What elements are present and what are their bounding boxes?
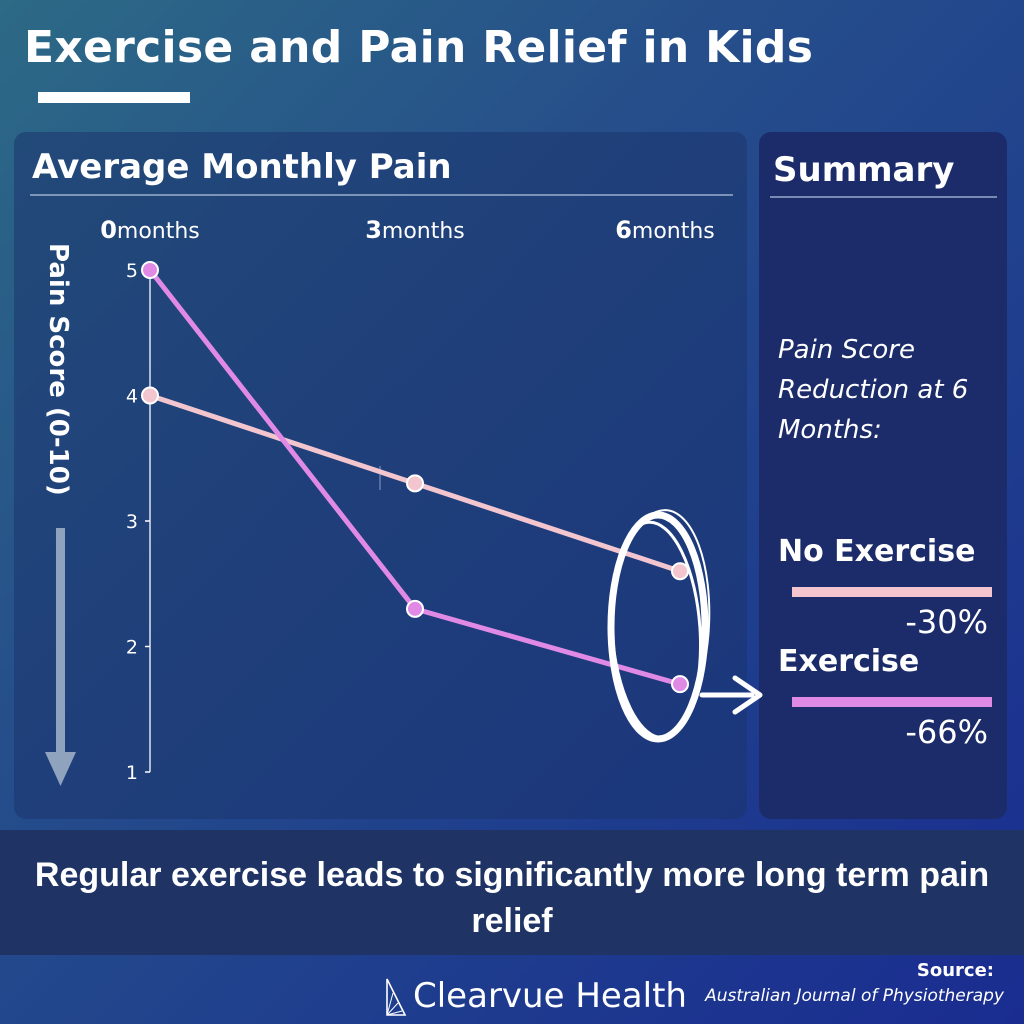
x-tick-label: 3months xyxy=(365,216,465,244)
x-tick-unit: months xyxy=(632,219,715,244)
summary-title: Summary xyxy=(773,150,955,190)
title-underline xyxy=(38,92,190,103)
summary-swatch-no-exercise xyxy=(792,587,992,597)
conclusion-text: Regular exercise leads to significantly … xyxy=(34,856,990,940)
summary-value-no-exercise: -30% xyxy=(905,603,988,641)
y-tick-label: 2 xyxy=(126,637,138,659)
y-tick-label: 3 xyxy=(126,511,138,533)
data-point-no-exercise xyxy=(141,386,159,405)
summary-label-no-exercise: No Exercise xyxy=(778,534,976,569)
summary-title-rule xyxy=(770,196,997,198)
brand-logo: Clearvue Health xyxy=(385,975,687,1017)
chart-title-rule xyxy=(30,194,733,196)
right-arrow-icon xyxy=(699,675,763,715)
x-tick-label: 0months xyxy=(100,216,200,244)
source-text: Australian Journal of Physiotherapy xyxy=(705,986,1004,1006)
conclusion-band xyxy=(0,830,1024,955)
x-tick-number: 3 xyxy=(365,216,382,244)
source-heading: Source: xyxy=(916,960,994,981)
y-tick-label: 5 xyxy=(126,260,138,282)
data-point-exercise xyxy=(671,675,689,694)
x-tick-unit: months xyxy=(382,219,465,244)
data-point-exercise xyxy=(141,261,159,279)
data-point-exercise xyxy=(406,599,424,618)
page-title: Exercise and Pain Relief in Kids xyxy=(24,22,814,73)
down-arrow-icon xyxy=(45,528,76,786)
y-axis-title: Pain Score (0-10) xyxy=(43,243,73,496)
clearvue-logo-icon xyxy=(386,978,407,1016)
summary-value-exercise: -66% xyxy=(905,713,988,751)
summary-subtitle: Pain Score Reduction at 6 Months: xyxy=(778,335,969,445)
x-tick-label: 6months xyxy=(615,216,715,244)
summary-swatch-exercise xyxy=(792,697,992,707)
brand-name: Clearvue Health xyxy=(413,976,687,1016)
x-tick-number: 6 xyxy=(615,216,632,244)
y-tick-label: 1 xyxy=(126,762,138,784)
chart-title: Average Monthly Pain xyxy=(32,147,452,187)
data-point-no-exercise xyxy=(671,562,689,581)
circle-annotation-icon xyxy=(607,509,711,743)
y-tick-label: 4 xyxy=(126,386,138,408)
x-tick-number: 0 xyxy=(100,216,117,244)
data-point-no-exercise xyxy=(406,474,424,493)
x-tick-unit: months xyxy=(117,219,200,244)
summary-label-exercise: Exercise xyxy=(778,644,920,679)
